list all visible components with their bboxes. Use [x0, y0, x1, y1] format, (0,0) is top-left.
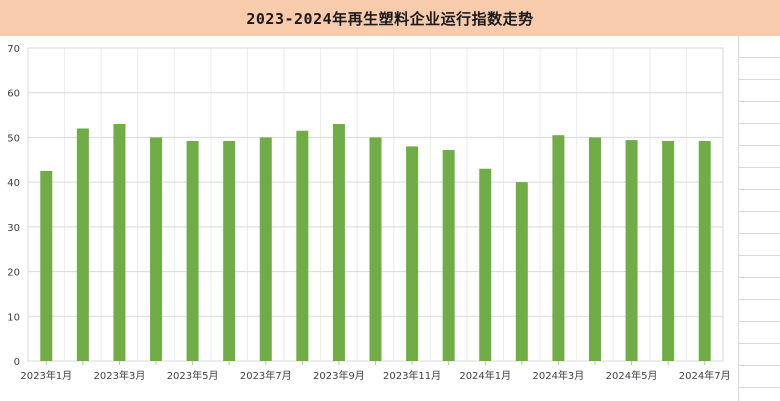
- x-tick-label: 2023年1月: [20, 369, 72, 382]
- x-tick-label: 2024年5月: [606, 369, 658, 382]
- bar: [296, 130, 309, 361]
- chart-area: 0 10 20 30 40 50 60 70 2023年1月 2023年3月 2023年5月 2023…: [0, 36, 738, 401]
- bar: [662, 141, 675, 361]
- x-tick-label: 2023年9月: [313, 369, 365, 382]
- bar: [552, 135, 565, 361]
- y-tick-label: 30: [7, 223, 20, 234]
- spreadsheet-grid-background: [738, 36, 780, 401]
- chart-title: 2023-2024年再生塑料企业运行指数走势: [0, 0, 780, 36]
- bar: [186, 141, 199, 361]
- bar: [588, 137, 601, 361]
- x-tick-label: 2023年11月: [383, 369, 441, 382]
- bar: [259, 137, 272, 361]
- bar: [442, 149, 455, 361]
- y-tick-label: 70: [7, 44, 20, 55]
- x-tick-label: 2023年7月: [240, 369, 292, 382]
- y-tick-label: 60: [7, 89, 20, 100]
- x-tick-label: 2023年3月: [94, 369, 146, 382]
- bar: [113, 124, 126, 361]
- bar: [369, 137, 382, 361]
- x-tick-label: 2023年5月: [167, 369, 219, 382]
- bar: [150, 137, 163, 361]
- x-tick-label: 2024年3月: [532, 369, 584, 382]
- bar-chart: 0 10 20 30 40 50 60 70 2023年1月 2023年3月 2023年5月 2023…: [7, 44, 731, 382]
- bar: [332, 124, 345, 361]
- bar: [40, 170, 53, 361]
- y-tick-label: 10: [7, 312, 20, 323]
- y-tick-label: 0: [14, 357, 20, 368]
- x-tick-label: 2024年7月: [679, 369, 731, 382]
- y-tick-label: 50: [7, 133, 20, 144]
- x-tick-label: 2024年1月: [459, 369, 511, 382]
- bar: [515, 182, 528, 361]
- bar: [406, 146, 419, 361]
- y-tick-label: 40: [7, 178, 20, 189]
- bar: [698, 141, 711, 361]
- y-tick-label: 20: [7, 268, 20, 279]
- bar: [76, 128, 89, 361]
- bar: [479, 168, 492, 361]
- bar: [625, 140, 638, 361]
- bar: [223, 141, 236, 361]
